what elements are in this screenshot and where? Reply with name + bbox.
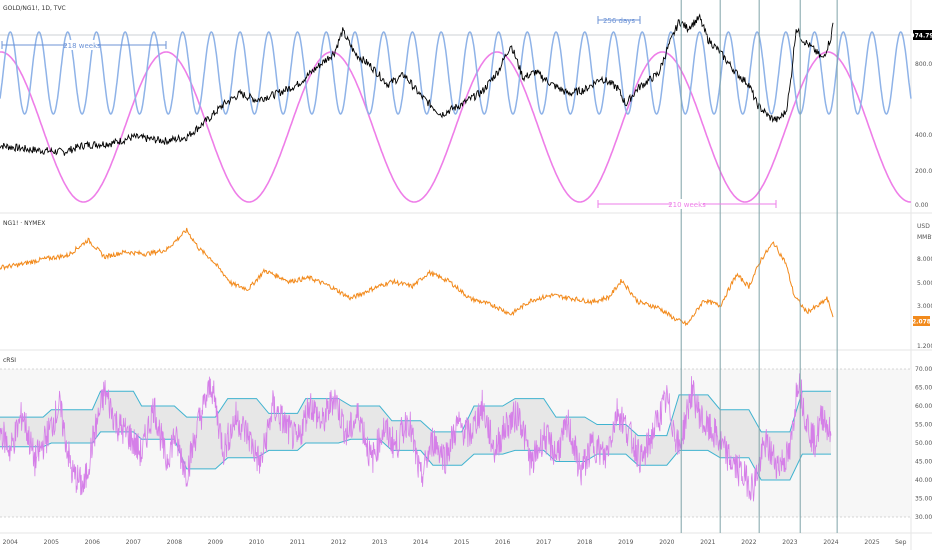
y-tick-label: USD [917,223,930,230]
blue-cycle-line [0,31,912,115]
y-tick-label: 8.000 [917,256,932,263]
gold-ng-ratio-line [0,13,834,156]
x-tick-label: 2010 [249,539,264,546]
x-tick-label: 2024 [823,539,838,546]
x-tick-label: 2013 [372,539,387,546]
x-tick-label: 2007 [126,539,141,546]
vertical-markers-layer [680,0,838,533]
last-value-text: 974.79 [910,33,932,40]
span-256-label: 256 days [603,17,635,25]
x-tick-label: 2021 [700,539,715,546]
x-tick-label: 2016 [495,539,510,546]
y-tick-label: 1.200 [917,343,932,350]
y-tick-label: 0.00 [915,202,929,209]
span-218-label: 218 weeks [63,42,101,50]
y-tick-label: 5.000 [917,280,932,287]
natgas-last-badge [913,316,930,326]
span-210-bg [671,199,703,209]
x-tick-label: 2022 [741,539,756,546]
crsi-band-fill [0,391,831,480]
y-tick-label: 200.00 [915,168,932,175]
y-tick-label: 400.00 [915,132,932,139]
y-tick-label: 40.00 [915,477,932,484]
x-tick-label: 2011 [290,539,305,546]
gold-ng-ratio-title: GOLD/NG1!, 1D, TVC [3,5,66,12]
x-tick-label: Sep [895,539,907,546]
x-tick-label: 2015 [454,539,469,546]
y-tick-label: 800.00 [915,61,932,68]
y-tick-label: 55.00 [915,422,932,429]
crsi-upper-band [0,390,831,437]
y-tick-label: 70.00 [915,366,932,373]
x-tick-label: 2017 [536,539,551,546]
x-tick-label: 2009 [208,539,223,546]
y-tick-label: 50.00 [915,440,932,447]
y-tick-label: MMBtu [917,234,932,241]
x-tick-label: 2020 [659,539,674,546]
natgas-line [0,227,834,327]
crsi-title: cRSI [3,357,16,364]
annotations-layer: 218 weeks 256 days 210 weeks [1,16,777,209]
pink-cycle-line [0,51,911,203]
natgas-title: NG1! · NYMEX [3,220,45,227]
y-tick-label: 35.00 [915,496,932,503]
last-value-badge [913,30,932,40]
crsi-line [0,373,832,502]
x-tick-label: 2012 [331,539,346,546]
span-218-bg [67,40,97,50]
y-tick-label: 65.00 [915,385,932,392]
span-210-label: 210 weeks [668,201,706,209]
x-tick-label: 2014 [413,539,428,546]
x-tick-label: 2005 [44,539,59,546]
natgas-last-text: 2.078 [912,319,931,326]
axis-labels-layer: 2004 2005 2006 2007 2008 2009 2010 2011 2012 2013… [3,30,932,546]
x-tick-label: 2004 [3,539,18,546]
x-tick-label: 2018 [577,539,592,546]
x-tick-label: 2023 [782,539,797,546]
x-tick-label: 2019 [618,539,633,546]
y-tick-label: 45.00 [915,459,932,466]
crsi-lower-band [0,431,831,481]
x-tick-label: 2008 [167,539,182,546]
x-tick-label: 2025 [864,539,879,546]
y-tick-label: 3.000 [917,303,932,310]
y-tick-label: 30.00 [915,514,932,521]
y-tick-label: 60.00 [915,403,932,410]
x-tick-label: 2006 [85,539,100,546]
